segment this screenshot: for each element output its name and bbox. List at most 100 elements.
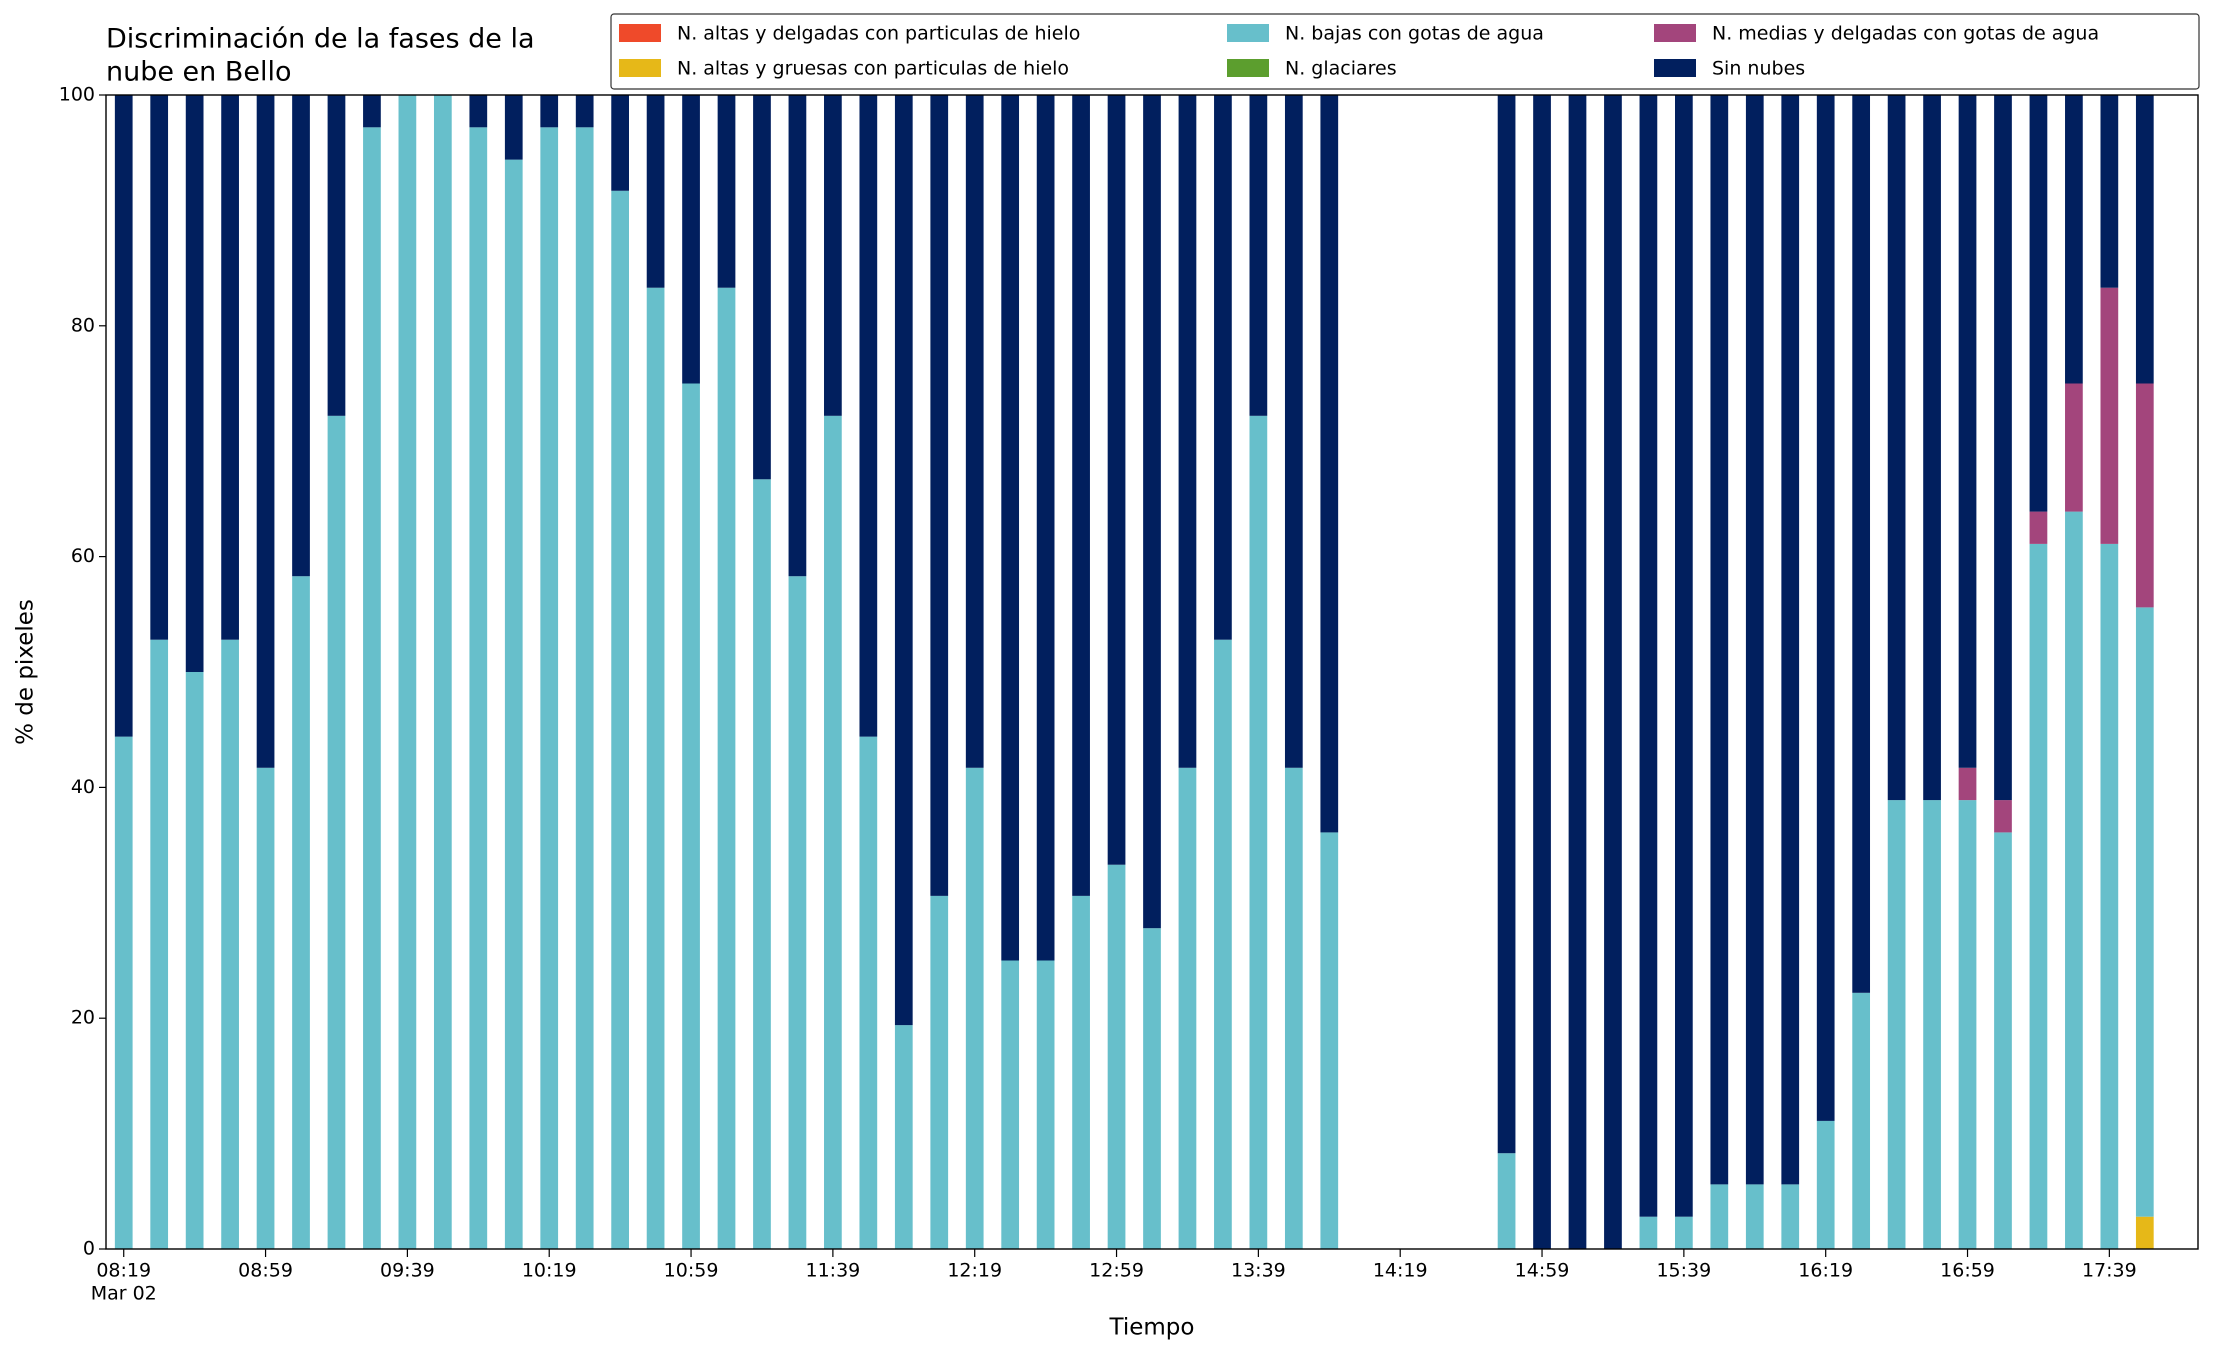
bar-segment	[1214, 639, 1232, 1249]
bar-segment	[2100, 287, 2119, 544]
chart-title: nube en Bello	[106, 57, 292, 88]
x-tick-label: 13:39	[1231, 1260, 1286, 1282]
bar-segment	[2065, 383, 2083, 512]
legend-label: Sin nubes	[1712, 58, 1805, 80]
bar-segment	[575, 95, 594, 128]
bar-segment	[469, 95, 488, 128]
bar-segment	[717, 287, 736, 1249]
legend-label: N. glaciares	[1285, 58, 1397, 80]
bar-segment	[859, 95, 878, 737]
bar-segment	[1710, 1184, 1729, 1249]
bar-segment	[1284, 95, 1303, 768]
bar-segment	[469, 127, 488, 1249]
legend-swatch	[1227, 24, 1269, 42]
bar-segment	[1994, 95, 2012, 801]
bar-segment	[753, 95, 771, 480]
y-tick-label: 20	[71, 1007, 95, 1029]
bar-segment	[894, 1025, 913, 1249]
legend-label: N. altas y delgadas con particulas de hi…	[677, 23, 1080, 45]
bar-segment	[1249, 95, 1268, 416]
legend-swatch	[1227, 59, 1269, 77]
bar-segment	[1178, 95, 1197, 768]
x-tick-label: 11:39	[805, 1260, 860, 1282]
bar-segment	[1639, 1216, 1658, 1249]
bar-segment	[1036, 960, 1055, 1249]
bar-segment	[2135, 95, 2154, 384]
bar-segment	[1107, 864, 1126, 1249]
legend-swatch	[1654, 59, 1696, 77]
bar-segment	[1958, 800, 1977, 1249]
bar-segment	[894, 95, 913, 1026]
bar-segment	[1923, 95, 1941, 801]
bar-segment	[1675, 1216, 1693, 1249]
bar-segment	[2135, 1216, 2154, 1249]
x-date-label: Mar 02	[91, 1283, 157, 1305]
x-tick-label: 08:19	[96, 1260, 151, 1282]
bar-segment	[1036, 95, 1055, 961]
bar-segment	[327, 415, 346, 1249]
x-tick-label: 14:19	[1373, 1260, 1428, 1282]
y-tick-label: 40	[71, 776, 95, 798]
bar-segment	[788, 576, 807, 1249]
bar-segment	[504, 159, 523, 1249]
bar-segment	[930, 95, 949, 896]
bar-segment	[433, 95, 452, 1249]
bar-segment	[859, 736, 878, 1249]
bar-segment	[2100, 543, 2119, 1249]
bar-segment	[2029, 511, 2048, 544]
x-tick-label: 15:39	[1656, 1260, 1711, 1282]
bar-segment	[1497, 95, 1516, 1154]
bar-segment	[1249, 415, 1268, 1249]
bar-segment	[1781, 1184, 1800, 1249]
bar-segment	[540, 127, 559, 1249]
bar-segment	[646, 287, 665, 1249]
bar-segment	[2065, 95, 2083, 384]
x-tick-label: 16:59	[1940, 1260, 1995, 1282]
y-tick-label: 60	[71, 545, 95, 567]
bar-segment	[256, 95, 275, 768]
legend-swatch	[619, 59, 661, 77]
x-tick-label: 12:59	[1089, 1260, 1144, 1282]
bar-segment	[2100, 95, 2119, 288]
bar-segment	[327, 95, 346, 416]
bar-segment	[1958, 95, 1977, 768]
bar-segment	[185, 95, 204, 672]
x-tick-label: 17:39	[2082, 1260, 2137, 1282]
bar-segment	[114, 95, 133, 737]
bar-segment	[1143, 95, 1161, 929]
bar-segment	[1994, 800, 2012, 833]
x-axis-label: Tiempo	[1109, 1315, 1195, 1341]
bar-segment	[1072, 95, 1090, 896]
bar-segment	[682, 383, 700, 1249]
bar-segment	[1887, 800, 1906, 1249]
bar-segment	[965, 95, 984, 768]
bar-segment	[753, 479, 771, 1250]
bar-segment	[1745, 1184, 1764, 1249]
bar-segment	[1568, 95, 1587, 1249]
bar-segment	[363, 127, 381, 1249]
x-tick-label: 09:39	[380, 1260, 435, 1282]
bar-segment	[1639, 95, 1658, 1217]
bar-segment	[1001, 95, 1020, 961]
bar-segment	[1745, 95, 1764, 1185]
bar-segment	[1675, 95, 1693, 1217]
legend-swatch	[1654, 24, 1696, 42]
chart-title: Discriminación de la fases de la	[106, 24, 535, 55]
bar-segment	[930, 895, 949, 1249]
x-tick-label: 16:19	[1798, 1260, 1853, 1282]
bar-segment	[1001, 960, 1020, 1249]
bar-segment	[1816, 95, 1835, 1121]
bar-segment	[1497, 1153, 1516, 1249]
bar-segment	[1710, 95, 1729, 1185]
bar-segment	[1604, 95, 1622, 1249]
bar-segment	[1852, 992, 1871, 1249]
bar-segment	[682, 95, 700, 384]
bar-segment	[185, 672, 204, 1249]
bar-segment	[1887, 95, 1906, 801]
bar-segment	[2065, 511, 2083, 1249]
bar-segment	[256, 767, 275, 1249]
bar-segment	[2029, 95, 2048, 512]
bar-segment	[2029, 543, 2048, 1249]
y-tick-label: 0	[83, 1238, 95, 1260]
bar-segment	[611, 95, 629, 191]
